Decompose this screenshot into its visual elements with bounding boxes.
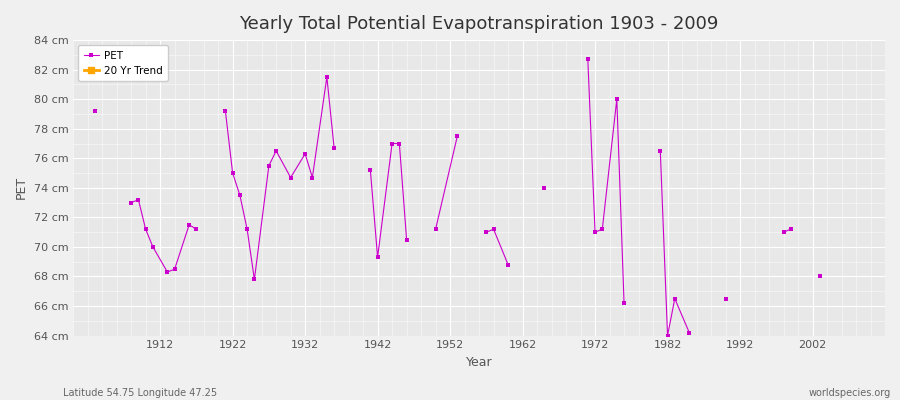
PET	[126, 200, 137, 205]
PET	[321, 75, 332, 80]
X-axis label: Year: Year	[466, 356, 492, 369]
Text: worldspecies.org: worldspecies.org	[809, 388, 891, 398]
Text: Latitude 54.75 Longitude 47.25: Latitude 54.75 Longitude 47.25	[63, 388, 217, 398]
PET	[618, 301, 629, 306]
Y-axis label: PET: PET	[15, 176, 28, 200]
Legend: PET, 20 Yr Trend: PET, 20 Yr Trend	[78, 45, 168, 81]
Line: PET: PET	[94, 58, 822, 337]
PET	[89, 109, 100, 114]
Title: Yearly Total Potential Evapotranspiration 1903 - 2009: Yearly Total Potential Evapotranspiratio…	[239, 15, 719, 33]
PET	[503, 262, 514, 267]
PET	[539, 186, 550, 190]
PET	[814, 274, 825, 279]
